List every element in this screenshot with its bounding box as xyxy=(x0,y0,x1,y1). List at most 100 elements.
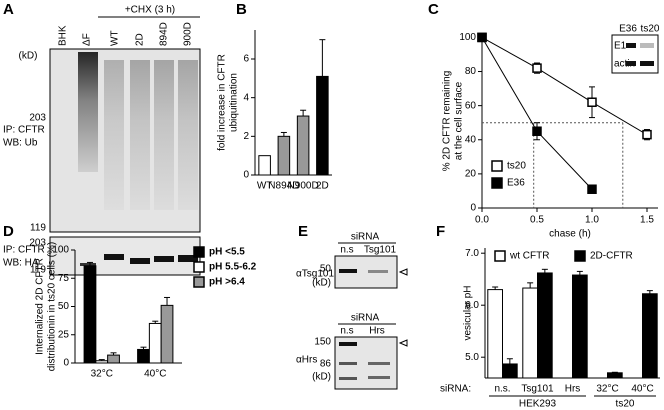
panel-label: A xyxy=(3,1,14,18)
bar xyxy=(607,372,623,379)
band xyxy=(154,256,174,262)
marker: 119 xyxy=(30,223,46,234)
units: (kD) xyxy=(312,372,331,383)
x-tick-label: 32°C xyxy=(596,384,618,395)
smear xyxy=(154,60,174,210)
blot-label: WB: Ub xyxy=(3,138,38,149)
bar xyxy=(537,272,553,379)
x-tick-label: 2D xyxy=(316,181,329,192)
x-tick-label: 40°C xyxy=(144,369,166,380)
y-tick-label: 6 xyxy=(243,54,249,65)
bar xyxy=(487,289,503,379)
inset-band xyxy=(640,43,654,48)
arrowhead xyxy=(398,268,408,276)
marker: 50 xyxy=(320,264,332,275)
legend-label: pH <5.5 xyxy=(209,247,245,258)
bar xyxy=(642,293,658,379)
y-tick-label: 100 xyxy=(459,32,476,43)
marker: 203 xyxy=(29,238,46,249)
y-tick-label: 80 xyxy=(465,66,477,77)
bar xyxy=(277,135,291,176)
blot-label: WB: HA xyxy=(3,258,39,269)
group-label: ts20 xyxy=(616,399,635,410)
arrowhead xyxy=(398,339,408,347)
band xyxy=(368,270,388,273)
y-tick-label: 100 xyxy=(52,245,69,256)
lane-label: n.s xyxy=(340,245,353,256)
y-tick-label: 40 xyxy=(465,134,477,145)
y-axis-label: fold increase in CFTR xyxy=(217,54,228,151)
bar xyxy=(148,322,162,364)
marker xyxy=(532,63,542,73)
legend-swatch xyxy=(491,160,503,172)
band xyxy=(339,362,357,365)
antibody: αTsg101 xyxy=(296,269,334,280)
lane-label: n.s xyxy=(340,326,353,337)
marker: 119 xyxy=(30,265,46,276)
blot xyxy=(49,48,201,233)
x-tick-label: n.s. xyxy=(494,384,510,395)
y-tick-label: 25 xyxy=(58,329,70,340)
y-tick-label: 20 xyxy=(465,169,477,180)
panel-label: B xyxy=(236,1,247,18)
x-tick-label: 0.5 xyxy=(530,215,544,226)
lane-label: 2D xyxy=(135,33,146,46)
inset-band xyxy=(626,43,636,48)
x-tick-label: 1.5 xyxy=(640,215,654,226)
inset-frame xyxy=(611,34,659,74)
x-tick-label: 0.0 xyxy=(475,215,489,226)
band xyxy=(178,255,198,262)
bar xyxy=(502,363,518,379)
lane-label: BHK xyxy=(58,25,69,46)
antibody: αHrs xyxy=(296,355,317,366)
band xyxy=(368,362,390,365)
band xyxy=(80,263,96,266)
bar xyxy=(296,115,310,176)
y-tick-label: 0 xyxy=(470,203,476,214)
legend-swatch xyxy=(494,250,506,262)
lane-label: Tsg101 xyxy=(364,245,397,256)
legend-swatch xyxy=(193,246,205,258)
marker: 86 xyxy=(320,359,332,370)
panel-label: C xyxy=(428,1,439,18)
inset-lane-label: E36 xyxy=(619,24,637,35)
y-tick-label: 0 xyxy=(243,170,249,181)
y-axis-label: at the cell surface xyxy=(454,81,465,160)
x-axis-label: chase (h) xyxy=(549,229,591,240)
panel-label: E xyxy=(298,223,308,240)
inset-band xyxy=(640,61,654,66)
marker: 203 xyxy=(29,113,46,124)
bar xyxy=(107,354,120,364)
series-line xyxy=(481,36,648,136)
inset-band xyxy=(626,61,636,66)
bar xyxy=(258,155,271,176)
inset-row-label: E1 xyxy=(614,41,627,52)
band xyxy=(130,258,150,264)
y-axis-label: ubiquitination xyxy=(229,73,240,132)
blot xyxy=(49,236,201,276)
y-tick-label: 4 xyxy=(243,92,249,103)
y-tick-label: 6.0 xyxy=(465,300,479,311)
panel-label: D xyxy=(3,223,14,240)
lane-label: ΔF xyxy=(82,33,93,46)
x-tick-label: WT xyxy=(257,181,273,192)
x-axis-label: siRNA: xyxy=(440,384,471,395)
y-axis-label: distributionin in ts20 cells (%) xyxy=(47,242,58,372)
blot-label: IP: CFTR xyxy=(3,245,45,256)
y-axis-label: % 2D CFTR remaining xyxy=(442,71,453,172)
legend-swatch xyxy=(193,261,205,273)
marker xyxy=(477,32,487,43)
bar xyxy=(572,274,588,379)
legend-swatch xyxy=(574,250,586,262)
y-tick-label: 0 xyxy=(63,358,69,369)
x-tick-label: N894D xyxy=(268,181,299,192)
x-tick-label: Tsg101 xyxy=(521,384,554,395)
bar xyxy=(160,304,174,364)
legend-swatch xyxy=(193,276,205,288)
y-tick-label: 5.0 xyxy=(465,352,479,363)
smear xyxy=(130,60,150,210)
blot-e: siRNA n.s Tsg101 50 (kD) αTsg101 siRNA n… xyxy=(296,232,408,390)
blot-header: siRNA xyxy=(351,313,380,324)
lane-label: 894D xyxy=(159,22,170,46)
